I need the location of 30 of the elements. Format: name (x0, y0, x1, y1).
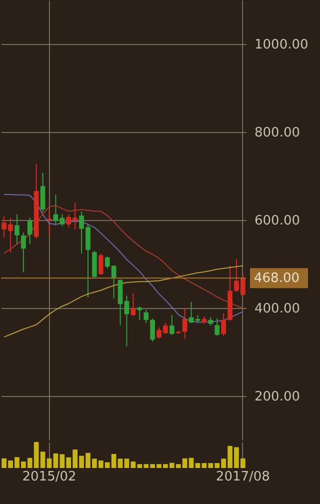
y-tick-label: 600.00 (254, 214, 300, 228)
ref-line-label: 468.00 (254, 271, 300, 286)
y-tick-label: 200.00 (254, 390, 300, 404)
x-tick-label: 2017/08 (216, 470, 270, 484)
candlestick (182, 308, 188, 340)
candlestick (124, 295, 130, 347)
bar (46, 458, 52, 468)
candlestick (150, 318, 155, 342)
y-tick-label: 400.00 (254, 302, 300, 316)
candlestick (27, 217, 32, 245)
y-tick-label: 1000.00 (254, 38, 308, 52)
line-series (4, 265, 244, 338)
candlestick (137, 306, 142, 320)
candlestick (188, 301, 194, 324)
candlestick (40, 172, 46, 213)
bar (118, 458, 123, 468)
candlestick (98, 252, 104, 276)
candlestick (46, 208, 52, 236)
candlestick (144, 309, 149, 324)
bar (124, 458, 130, 468)
candlestick (214, 318, 220, 336)
line-series (4, 204, 244, 308)
bar (195, 463, 200, 468)
y-tick-label: 800.00 (254, 126, 300, 140)
candlestick (14, 214, 20, 245)
candlestick (221, 312, 226, 336)
candlestick (170, 314, 174, 336)
candlestick (130, 292, 136, 316)
x-tick-label: 2015/02 (22, 470, 76, 484)
candlestick (21, 232, 26, 273)
